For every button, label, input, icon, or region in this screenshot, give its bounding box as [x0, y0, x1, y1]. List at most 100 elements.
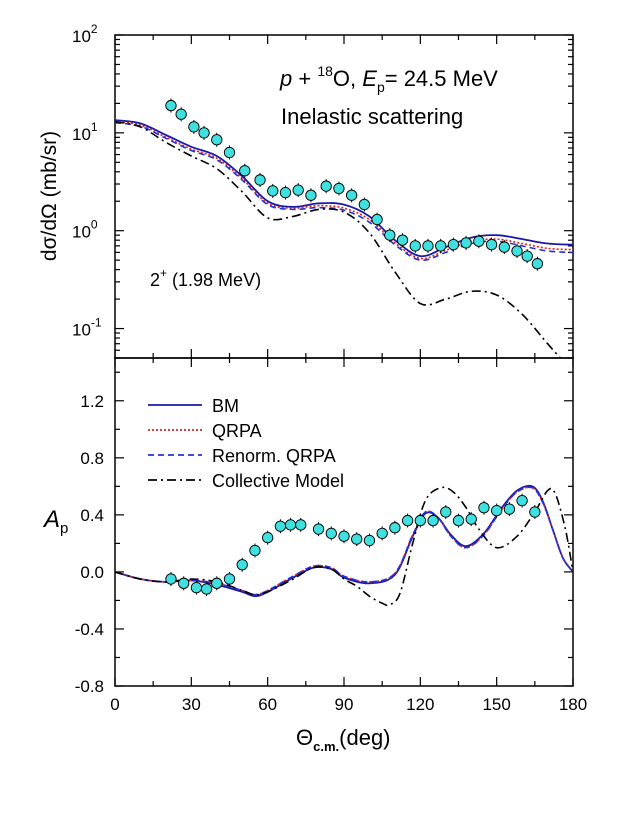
- top-data-point: [511, 245, 523, 257]
- bottom-data-point: [165, 573, 177, 585]
- ap-sub: p: [60, 520, 68, 537]
- bottom-data-point: [440, 506, 452, 518]
- top-data-point: [521, 250, 533, 262]
- bottom-data-point: [274, 520, 287, 532]
- state-label: 2+ (1.98 MeV): [150, 266, 261, 290]
- x-tick-label: 30: [182, 695, 201, 714]
- theta-sub: c.m.: [313, 739, 339, 754]
- bottom-data-point: [338, 530, 350, 542]
- top-data-point: [358, 198, 371, 211]
- bottom-data-point: [491, 504, 503, 517]
- bottom-y-tick-label: -0.8: [75, 677, 104, 696]
- top-data-point: [198, 127, 210, 139]
- top-data-point: [267, 185, 279, 197]
- top-data-point: [333, 182, 345, 195]
- bottom-series-group: [115, 484, 573, 607]
- state-spin: 2: [150, 270, 160, 290]
- top-data-point: [460, 237, 472, 249]
- top-data-point: [473, 235, 485, 247]
- top-data-point: [498, 241, 510, 253]
- x-axis-title: Θc.m.(deg): [296, 725, 391, 754]
- bottom-data-point: [200, 583, 213, 595]
- bottom-data-point: [249, 544, 261, 557]
- top-data-point: [305, 189, 317, 201]
- top-data-point: [175, 108, 187, 120]
- legend-label-collective-model: Collective Model: [212, 471, 344, 491]
- bottom-data-point: [427, 514, 439, 527]
- bottom-curve-renorm-qrpa: [115, 486, 573, 596]
- bottom-data-point: [223, 573, 236, 585]
- top-series-group: [115, 98, 573, 358]
- bottom-data-point: [236, 559, 248, 571]
- x-tick-label: 180: [559, 695, 587, 714]
- title-energy: = 24.5 MeV: [385, 66, 498, 91]
- top-y-tick-label: 100: [72, 218, 98, 242]
- top-data-point: [422, 240, 434, 252]
- top-data-point: [320, 180, 332, 192]
- bottom-data-point: [414, 514, 426, 527]
- bottom-y-tick-label: 1.2: [80, 392, 104, 411]
- bottom-data-point: [503, 503, 516, 515]
- bottom-y-tick-label: -0.4: [75, 620, 104, 639]
- top-y-tick-label: 102: [72, 22, 98, 46]
- x-tick-label: 0: [110, 695, 119, 714]
- top-data-point: [239, 165, 251, 177]
- top-y-tick-label: 10-1: [72, 316, 102, 340]
- title-O: O,: [333, 66, 362, 91]
- top-curve-collective-model: [115, 120, 561, 358]
- legend-label-qrpa: QRPA: [212, 421, 262, 441]
- theta-unit: (deg): [339, 725, 390, 750]
- legend: BM QRPA Renorm. QRPA Collective Model: [148, 396, 344, 491]
- top-data-point: [292, 184, 304, 196]
- legend-label-renorm-qrpa: Renorm. QRPA: [212, 446, 336, 466]
- top-y-tick-labels: 10-1 100 101 102: [72, 22, 102, 340]
- top-data-point: [188, 121, 200, 133]
- bottom-data-point: [211, 577, 223, 589]
- title-E: E: [362, 66, 377, 91]
- top-data-point: [447, 239, 460, 251]
- bottom-data-point: [529, 506, 541, 518]
- bottom-curve-bm: [115, 484, 573, 598]
- bottom-data-point: [401, 514, 414, 527]
- bottom-panel-frame: [114, 357, 574, 687]
- bottom-data-point: [389, 522, 401, 534]
- bottom-data-point: [178, 577, 190, 589]
- ap-main: A: [42, 506, 60, 533]
- reaction-subtitle: Inelastic scattering: [281, 104, 463, 129]
- state-energy: (1.98 MeV): [167, 270, 261, 290]
- x-tick-label: 150: [482, 695, 510, 714]
- bottom-y-axis-title: Ap: [42, 506, 68, 537]
- bottom-data-point: [262, 532, 274, 544]
- top-data-point: [384, 229, 396, 241]
- x-tick-label: 60: [258, 695, 277, 714]
- bottom-data-point: [325, 527, 337, 540]
- bottom-axis-ticks: [114, 358, 574, 687]
- top-data-point: [435, 240, 447, 252]
- top-data-point: [396, 234, 409, 246]
- bottom-data-point: [465, 513, 477, 525]
- top-data-point: [485, 239, 498, 251]
- bottom-data-point: [312, 523, 325, 535]
- theta-main: Θ: [296, 725, 313, 750]
- title-E-sub: p: [377, 79, 385, 95]
- top-data-point: [254, 174, 266, 186]
- bottom-data-point: [351, 533, 363, 545]
- bottom-data-point: [478, 502, 490, 514]
- top-data-point: [531, 258, 544, 270]
- legend-label-bm: BM: [212, 396, 239, 416]
- bottom-data-point: [284, 519, 297, 531]
- bottom-y-tick-label: 0.4: [80, 506, 104, 525]
- state-parity: +: [160, 266, 167, 280]
- title-plus: +: [292, 66, 317, 91]
- top-data-point: [223, 146, 236, 159]
- top-data-point: [165, 99, 177, 112]
- bottom-data-point: [363, 534, 376, 547]
- x-tick-label: 120: [406, 695, 434, 714]
- top-y-tick-label: 101: [72, 120, 98, 144]
- bottom-data-point: [190, 581, 203, 594]
- bottom-y-tick-label: 0.0: [80, 563, 104, 582]
- x-tick-label: 90: [335, 695, 354, 714]
- bottom-data-point: [376, 527, 388, 540]
- top-data-point: [371, 213, 383, 226]
